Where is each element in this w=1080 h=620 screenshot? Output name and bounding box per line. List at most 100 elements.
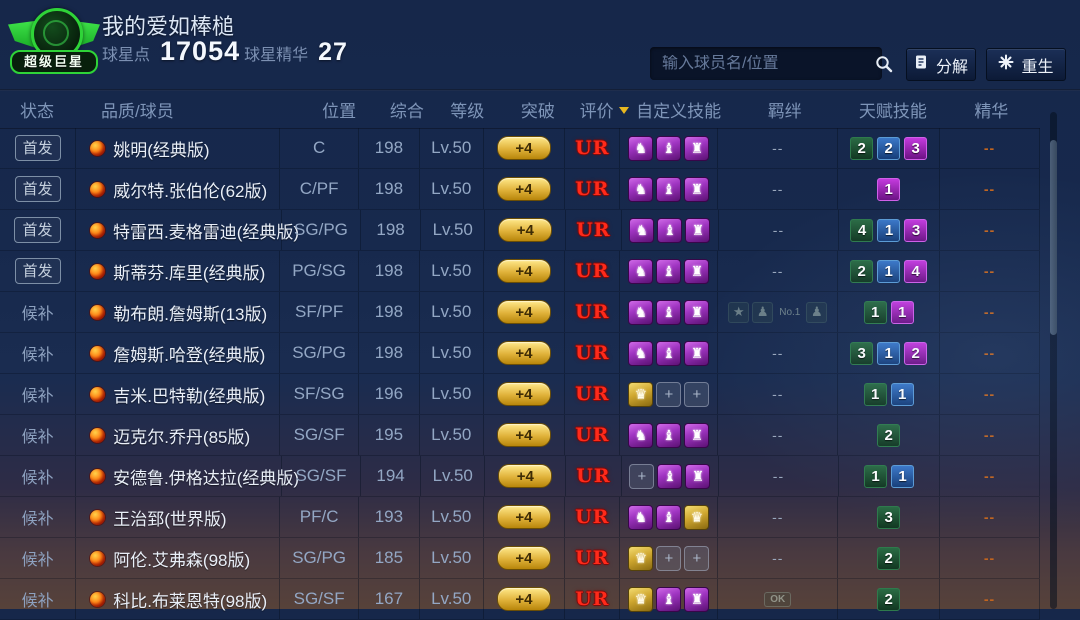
breakthrough-pill[interactable]: +4 <box>496 505 551 529</box>
skill-icon-purple[interactable]: ♞ <box>628 340 654 366</box>
skill-icon-purple[interactable]: ♝ <box>657 217 683 243</box>
player-search[interactable] <box>650 47 893 80</box>
breakthrough-pill[interactable]: +4 <box>498 464 553 488</box>
player-cell[interactable]: 阿伦.艾弗森(98版) <box>76 538 281 578</box>
player-row[interactable]: 候补 科比.布莱恩特(98版) SG/SF 167 Lv.50 +4 UR ♛ ♝ ♜ OK 2 -- <box>0 579 1041 620</box>
player-row[interactable]: 首发 斯蒂芬.库里(经典版) PG/SG 198 Lv.50 +4 UR ♞ ♝ ♜ -- 2 1 4 -- <box>0 251 1041 292</box>
skill-icon-purple[interactable]: ♜ <box>684 340 710 366</box>
breakthrough-pill[interactable]: +4 <box>498 218 553 242</box>
skill-icon-purple[interactable]: ♜ <box>684 135 710 161</box>
breakthrough-pill[interactable]: +4 <box>496 259 551 283</box>
player-name: 阿伦.艾弗森(98版) <box>113 550 251 570</box>
breakthrough-pill[interactable]: +4 <box>496 136 551 160</box>
player-name: 姚明(经典版) <box>113 140 210 160</box>
bench-label: 候补 <box>21 306 54 323</box>
skill-icon-gold[interactable]: ♛ <box>628 586 654 612</box>
player-row[interactable]: 候补 迈克尔.乔丹(85版) SG/SF 195 Lv.50 +4 UR ♞ ♝ ♜ -- 2 -- <box>0 415 1041 456</box>
player-row[interactable]: 候补 勒布朗.詹姆斯(13版) SF/PF 198 Lv.50 +4 UR ♞ ♝ ♜ ★ ♟ No.1… <box>0 292 1041 333</box>
player-row[interactable]: 首发 特雷西.麦格雷迪(经典版) SG/PG 198 Lv.50 +4 UR ♞ ♝ ♜ -- 4 1 3… <box>0 210 1040 251</box>
skill-icon-purple[interactable]: ♞ <box>628 176 654 202</box>
search-icon[interactable] <box>875 51 893 77</box>
position-cell: PG/SG <box>280 251 360 291</box>
player-row[interactable]: 首发 威尔特.张伯伦(62版) C/PF 198 Lv.50 +4 UR ♞ ♝ ♜ -- 1 -- <box>0 169 1041 210</box>
player-cell[interactable]: 威尔特.张伯伦(62版) <box>76 169 281 209</box>
overall-cell: 198 <box>359 292 420 332</box>
player-row[interactable]: 候补 吉米.巴特勒(经典版) SF/SG 196 Lv.50 +4 UR ♛ + + -- 1 1 -- <box>0 374 1041 415</box>
skill-icon-purple[interactable]: ♜ <box>684 422 710 448</box>
player-cell[interactable]: 姚明(经典版) <box>76 128 281 168</box>
skill-icon-purple[interactable]: ♞ <box>629 217 655 243</box>
skill-icon-purple[interactable]: ♝ <box>656 586 682 612</box>
status-cell: 候补 <box>0 374 77 414</box>
player-row[interactable]: 候补 詹姆斯.哈登(经典版) SG/PG 198 Lv.50 +4 UR ♞ ♝ ♜ -- 3 1 2 -- <box>0 333 1041 374</box>
breakthrough-pill[interactable]: +4 <box>496 587 551 611</box>
skill-icon-purple[interactable]: ♜ <box>685 463 711 489</box>
skill-icon-purple[interactable]: ♜ <box>685 217 711 243</box>
skill-icon-purple[interactable]: ♝ <box>656 299 682 325</box>
player-name: 王治郅(世界版) <box>113 509 227 529</box>
player-cell[interactable]: 迈克尔.乔丹(85版) <box>76 415 281 455</box>
breakthrough-pill[interactable]: +4 <box>496 177 551 201</box>
col-rating-sort[interactable]: 评价 <box>577 97 631 122</box>
skill-icon-purple[interactable]: ♝ <box>656 176 682 202</box>
position-cell-value: C <box>312 138 326 157</box>
scrollbar-thumb[interactable] <box>1050 140 1057 335</box>
level-cell-value: Lv.50 <box>431 384 472 403</box>
breakthrough-pill[interactable]: +4 <box>496 423 551 447</box>
col-position: 位置 <box>322 101 357 121</box>
player-name: 迈克尔.乔丹(85版) <box>113 427 251 447</box>
bond-medal-icon: ★ <box>728 301 750 323</box>
skill-icon-purple[interactable]: ♝ <box>656 258 682 284</box>
skill-icon-purple[interactable]: ♞ <box>628 422 654 448</box>
rating-cell: UR <box>566 456 622 496</box>
skill-icon-purple[interactable]: ♝ <box>656 135 682 161</box>
player-cell[interactable]: 安德鲁.伊格达拉(经典版) <box>76 456 299 496</box>
rating-cell: UR <box>565 415 621 455</box>
header-divider <box>0 89 1080 91</box>
skill-icon-purple[interactable]: ♝ <box>656 504 682 530</box>
player-cell[interactable]: 王治郅(世界版) <box>76 497 281 537</box>
skill-icon-purple[interactable]: ♝ <box>657 463 683 489</box>
position-cell-value: SG/PG <box>292 548 347 567</box>
skill-icon-purple[interactable]: ♝ <box>656 340 682 366</box>
skill-icon-purple[interactable]: ♞ <box>628 504 654 530</box>
talent-badge-magenta: 3 <box>904 136 928 160</box>
talent-badge-green: 1 <box>863 300 887 324</box>
col-custom-skills: 自定义技能 <box>636 101 722 121</box>
position-cell: C <box>280 128 360 168</box>
skill-icon-purple[interactable]: ♜ <box>684 176 710 202</box>
level-cell-value: Lv.50 <box>431 138 472 157</box>
skill-icon-gold[interactable]: ♛ <box>684 504 710 530</box>
player-row[interactable]: 首发 姚明(经典版) C 198 Lv.50 +4 UR ♞ ♝ ♜ -- 2 2 3 -- <box>0 128 1041 169</box>
player-cell[interactable]: 科比.布莱恩特(98版) <box>76 579 281 619</box>
skill-icon-purple[interactable]: ♜ <box>684 299 710 325</box>
skill-icon-purple[interactable]: ♜ <box>684 258 710 284</box>
skill-icon-purple[interactable]: ♝ <box>656 422 682 448</box>
player-cell[interactable]: 吉米.巴特勒(经典版) <box>76 374 281 414</box>
breakthrough-pill[interactable]: +4 <box>496 300 551 324</box>
skill-icon-gold[interactable]: ♛ <box>628 381 654 407</box>
player-row[interactable]: 候补 阿伦.艾弗森(98版) SG/PG 185 Lv.50 +4 UR ♛ + + -- 2 -- <box>0 538 1041 579</box>
col-overall: 综合 <box>389 101 424 121</box>
search-input[interactable] <box>650 54 875 73</box>
breakthrough-pill[interactable]: +4 <box>496 341 551 365</box>
skill-icon-purple[interactable]: ♞ <box>628 135 654 161</box>
essence-dash: -- <box>983 181 996 197</box>
rebirth-button[interactable]: 重生 <box>986 48 1066 81</box>
player-row[interactable]: 候补 安德鲁.伊格达拉(经典版) SG/SF 194 Lv.50 +4 UR + ♝ ♜ -- 1 1 -… <box>0 456 1040 497</box>
skill-icon-purple[interactable]: ♞ <box>628 299 654 325</box>
skill-icon-purple[interactable]: ♜ <box>684 586 710 612</box>
player-cell[interactable]: 斯蒂芬.库里(经典版) <box>76 251 281 291</box>
skill-icon-purple[interactable]: ♞ <box>628 258 654 284</box>
breakthrough-pill[interactable]: +4 <box>496 546 551 570</box>
player-cell[interactable]: 勒布朗.詹姆斯(13版) <box>76 292 281 332</box>
scrollbar-track[interactable] <box>1050 112 1057 609</box>
level-cell-value: Lv.50 <box>432 466 473 485</box>
player-row[interactable]: 候补 王治郅(世界版) PF/C 193 Lv.50 +4 UR ♞ ♝ ♛ -- 3 -- <box>0 497 1041 538</box>
breakthrough-pill[interactable]: +4 <box>496 382 551 406</box>
player-cell[interactable]: 詹姆斯.哈登(经典版) <box>76 333 281 373</box>
player-cell[interactable]: 特雷西.麦格雷迪(经典版) <box>76 210 299 250</box>
decompose-button[interactable]: 分解 <box>906 48 976 81</box>
skill-icon-gold[interactable]: ♛ <box>628 545 654 571</box>
